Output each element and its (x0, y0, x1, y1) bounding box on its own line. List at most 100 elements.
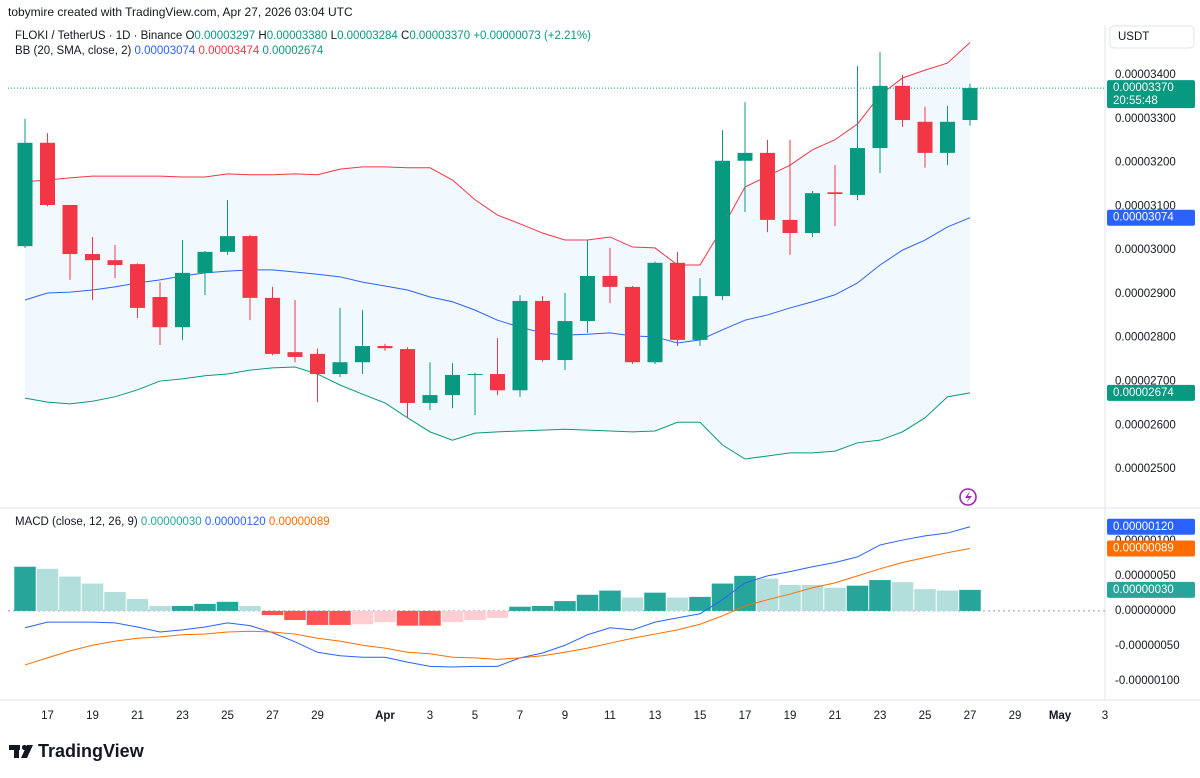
candle-body (422, 395, 438, 403)
indicator-legend: BB (20, SMA, close, 2) 0.00003074 0.0000… (15, 45, 324, 57)
logo-stem (14, 745, 19, 758)
x-tick-label: 25 (919, 710, 932, 722)
price-tag (1107, 80, 1195, 109)
candle-body (175, 272, 190, 328)
histogram-bar (801, 584, 824, 611)
candle-body (310, 353, 325, 375)
candle-body (602, 275, 618, 287)
axis-tag (1107, 209, 1195, 226)
x-tick-label: 3 (427, 710, 433, 722)
macd-line (24, 547, 971, 666)
histogram-bar (149, 606, 171, 611)
x-tick-label: 27 (964, 710, 977, 722)
x-tick-label: 17 (739, 710, 752, 722)
y-tick-label: 0.00002700 (1115, 376, 1176, 388)
indicator-name: MACD (close, 12, 26, 9) (15, 516, 138, 528)
y-tick-label: 0.00003400 (1115, 69, 1176, 81)
indicator-name: BB (20, SMA, close, 2) (15, 45, 131, 57)
x-tick-label: 27 (266, 710, 279, 722)
candle-body (85, 254, 100, 261)
band-fill (25, 42, 970, 460)
x-tick-label: 19 (784, 710, 797, 722)
y-tick-label: 0.00003000 (1115, 244, 1176, 256)
histogram-bar (59, 576, 81, 611)
ohlc-value: 0.00003284 (337, 30, 398, 42)
candle-body (265, 297, 280, 354)
candle-body (17, 142, 33, 247)
histogram-bar (486, 610, 509, 618)
histogram-bar (284, 610, 306, 621)
histogram-bar (374, 610, 396, 623)
histogram-bar (644, 592, 666, 611)
x-tick-label: 19 (86, 710, 99, 722)
alert-icon[interactable] (959, 488, 977, 506)
candle-body (197, 251, 213, 273)
y-tick-label: 0.00002500 (1115, 463, 1176, 475)
y-tick-label: 0.00002800 (1115, 332, 1176, 344)
histogram-bar (351, 610, 374, 625)
histogram-bar (891, 582, 914, 611)
x-tick-label: 3 (1102, 710, 1108, 722)
histogram-bar (306, 610, 329, 625)
histogram-bar (464, 610, 486, 621)
candle-body (220, 236, 235, 252)
histogram-bar (914, 589, 936, 611)
histogram-bar (959, 589, 981, 611)
indicator-value: 0.00000120 (205, 516, 266, 528)
histogram-bar (711, 583, 734, 611)
candle-body (355, 346, 370, 363)
histogram-bar (171, 606, 194, 611)
histogram-bar (689, 596, 711, 611)
histogram-bar (194, 603, 216, 611)
candle-body (152, 296, 168, 328)
histogram-bar (869, 580, 891, 611)
macd-line (24, 526, 971, 668)
candle-body (535, 300, 550, 361)
histogram-bar (441, 610, 464, 623)
candle-body (512, 300, 528, 391)
candle-body (287, 352, 303, 357)
axis-tag-label: 0.00000030 (1113, 584, 1174, 596)
x-tick-label: 17 (41, 710, 54, 722)
candle-body (62, 205, 78, 255)
ohlc-value: 0.00003370 (409, 30, 470, 42)
ohlc-label: H (258, 30, 266, 42)
indicator-value: 0.00000089 (269, 516, 330, 528)
indicator-value: 0.00000030 (141, 516, 202, 528)
y-tick-label: 0.00002900 (1115, 288, 1176, 300)
candle-body (715, 160, 730, 297)
candle-body (782, 219, 798, 234)
candle-body (827, 192, 843, 195)
candle-body (400, 349, 415, 403)
histogram-bar (531, 606, 554, 611)
currency[interactable]: USDT (1118, 31, 1149, 43)
x-tick-label: 25 (221, 710, 234, 722)
axis-tag-label: 0.00003074 (1113, 212, 1174, 224)
candle-body (377, 346, 393, 349)
histogram-bar (666, 597, 689, 611)
histogram-bar (14, 566, 36, 611)
x-tick-label: 29 (311, 710, 324, 722)
y-tick-label: 0.00002600 (1115, 419, 1176, 431)
histogram-bar (419, 610, 441, 626)
candle-body (805, 193, 820, 234)
symbol: FLOKI / TetherUS · 1D · Binance (15, 30, 182, 42)
candle-body (917, 121, 933, 153)
histogram-bar (599, 590, 621, 611)
histogram-bar (239, 606, 261, 611)
y-tick-label: 0.00000050 (1115, 570, 1176, 582)
histogram-bar (734, 575, 756, 611)
candle-body (737, 152, 753, 161)
x-tick-label: 23 (176, 710, 189, 722)
histogram-bar (576, 594, 599, 611)
histogram-bar (509, 606, 531, 611)
histogram-bar (936, 590, 959, 611)
candle-body (872, 85, 888, 149)
currency-box[interactable] (1109, 25, 1195, 49)
candle-body (940, 121, 955, 153)
band-line (24, 42, 971, 266)
candle-body (962, 88, 978, 121)
candle-body (625, 286, 640, 363)
y-tick-label: -0.00000050 (1115, 640, 1180, 652)
